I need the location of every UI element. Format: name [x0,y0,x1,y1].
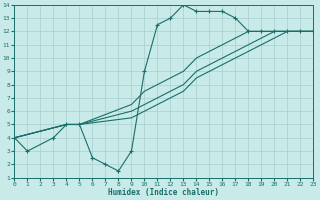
X-axis label: Humidex (Indice chaleur): Humidex (Indice chaleur) [108,188,220,197]
